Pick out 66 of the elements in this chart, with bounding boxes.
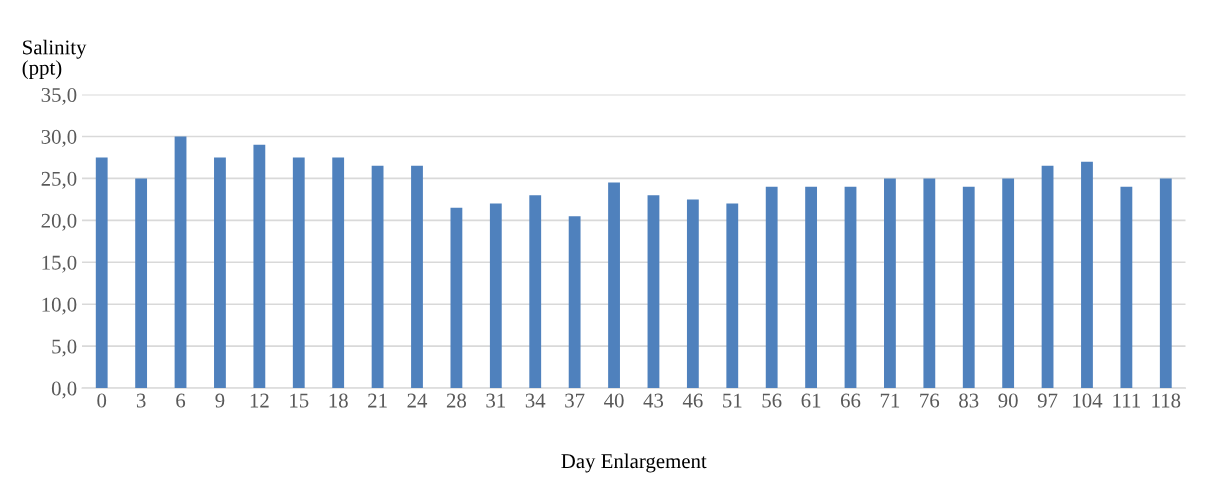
y-tick-label: 30,0 — [41, 129, 77, 147]
x-tick-label: 28 — [446, 393, 467, 408]
y-tick-label: 10,0 — [42, 297, 77, 315]
bar — [1041, 165, 1054, 389]
bar — [686, 199, 699, 389]
x-tick-label: 18 — [329, 393, 348, 408]
bar — [805, 186, 818, 389]
x-tick-label: 46 — [682, 393, 703, 408]
x-tick-label: 9 — [215, 393, 225, 408]
x-tick-label: 3 — [136, 393, 146, 408]
x-tick-label: 34 — [525, 393, 546, 408]
bar — [371, 165, 384, 389]
bar — [1159, 178, 1172, 389]
x-tick-label: 71 — [880, 393, 900, 408]
x-tick-label: 40 — [604, 393, 624, 408]
bar — [568, 216, 581, 389]
y-tick-label: 35,0 — [41, 87, 77, 105]
bar — [450, 207, 463, 389]
y-tick-label: 15,0 — [42, 255, 77, 273]
bar — [884, 178, 896, 389]
x-tick-label: 66 — [840, 393, 861, 408]
y-tick-label: 20,0 — [41, 213, 77, 231]
y-axis-title: Salinity (ppt) — [22, 39, 87, 80]
x-tick-label: 51 — [723, 393, 742, 408]
bar — [174, 136, 187, 389]
x-tick-label: 31 — [486, 393, 505, 408]
y-tick-label: 5,0 — [52, 339, 77, 357]
x-tick-label: 43 — [643, 393, 664, 408]
bar — [1120, 186, 1133, 389]
bar — [923, 178, 936, 389]
y-tick-label: 0,0 — [51, 381, 77, 399]
x-tick-label: 15 — [290, 393, 309, 408]
x-tick-label: 6 — [176, 393, 186, 408]
bar — [844, 186, 857, 389]
x-tick-label: 0 — [97, 393, 107, 408]
bar — [95, 157, 108, 389]
x-tick-label: 118 — [1152, 393, 1181, 408]
x-tick-label: 12 — [250, 393, 269, 408]
bar — [529, 195, 542, 389]
x-tick-label: 111 — [1113, 393, 1140, 408]
bar — [135, 178, 148, 389]
x-tick-label: 21 — [368, 393, 387, 408]
bar — [214, 157, 226, 389]
bar — [647, 195, 660, 389]
bar — [962, 186, 975, 389]
x-tick-label: 24 — [407, 393, 428, 408]
bar — [332, 157, 345, 389]
bar — [1081, 161, 1093, 389]
bar — [726, 203, 739, 389]
bar — [1002, 178, 1015, 389]
x-tick-label: 76 — [920, 393, 940, 408]
x-tick-label: 37 — [565, 393, 585, 408]
x-tick-label: 104 — [1073, 393, 1103, 408]
bar — [253, 144, 266, 389]
x-tick-label: 97 — [1037, 393, 1058, 408]
x-tick-label: 90 — [998, 393, 1018, 408]
bar — [292, 157, 305, 389]
bar — [608, 182, 620, 389]
y-tick-label: 25,0 — [41, 171, 77, 189]
bar — [765, 186, 778, 389]
bar — [489, 203, 502, 389]
x-axis-title: Day Enlargement — [561, 453, 707, 473]
bar — [411, 165, 423, 389]
x-tick-label: 83 — [959, 393, 979, 408]
x-tick-label: 56 — [762, 393, 782, 408]
x-tick-label: 61 — [801, 393, 821, 408]
